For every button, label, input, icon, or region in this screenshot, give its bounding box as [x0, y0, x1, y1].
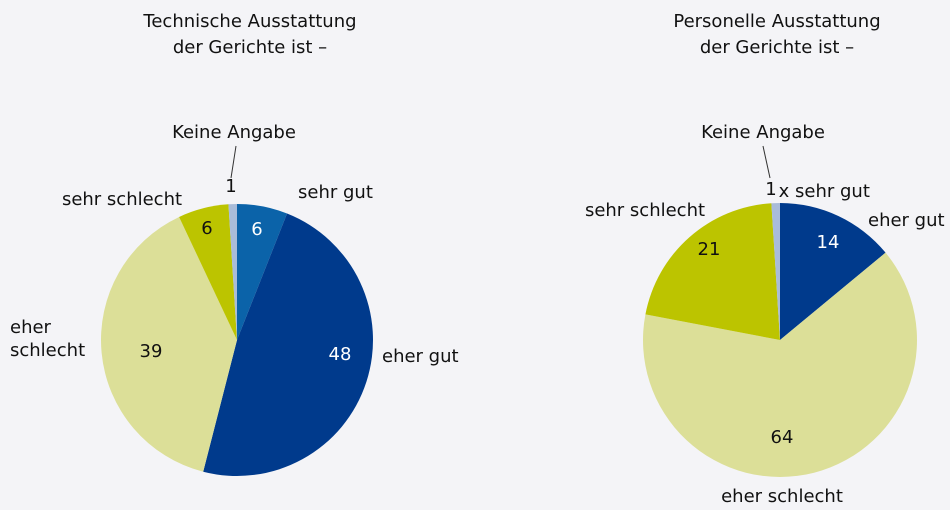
value-label: 6	[251, 219, 262, 240]
chart-title: Personelle Ausstattung	[673, 11, 880, 32]
pie-slice	[228, 204, 237, 340]
category-label: Keine Angabe	[701, 122, 825, 143]
chart-title: Technische Ausstattung	[142, 11, 356, 32]
category-label: Keine Angabe	[172, 122, 296, 143]
category-label: eher gut	[382, 346, 459, 367]
value-label: 14	[817, 232, 840, 253]
category-label: eher gut	[868, 210, 945, 231]
value-label: x	[779, 181, 790, 202]
value-label: 1	[765, 179, 776, 200]
category-label: eher schlecht	[10, 317, 85, 361]
pie-slice	[771, 203, 780, 340]
value-label: 48	[329, 344, 352, 365]
pie-slice	[100, 216, 237, 472]
value-label: 64	[771, 427, 794, 448]
chart-title: der Gerichte ist –	[173, 37, 327, 58]
category-label: sehr gut	[298, 182, 373, 203]
pie-slice	[643, 252, 918, 477]
category-label: eher schlecht	[721, 486, 843, 507]
value-label: 1	[225, 176, 236, 197]
value-label: 6	[201, 218, 212, 239]
leader-line	[230, 145, 237, 179]
category-label: sehr schlecht	[62, 189, 182, 210]
pie-slice	[645, 203, 780, 340]
pie-slice	[237, 204, 288, 340]
category-label: sehr gut	[795, 181, 870, 202]
pie-slice	[203, 213, 373, 476]
leader-line	[762, 145, 771, 179]
category-label: sehr schlecht	[585, 200, 705, 221]
value-label: 39	[140, 341, 163, 362]
pie-slice	[780, 203, 886, 340]
chart-title: der Gerichte ist –	[700, 37, 854, 58]
value-label: 21	[698, 239, 721, 260]
pie-slice	[179, 204, 237, 340]
